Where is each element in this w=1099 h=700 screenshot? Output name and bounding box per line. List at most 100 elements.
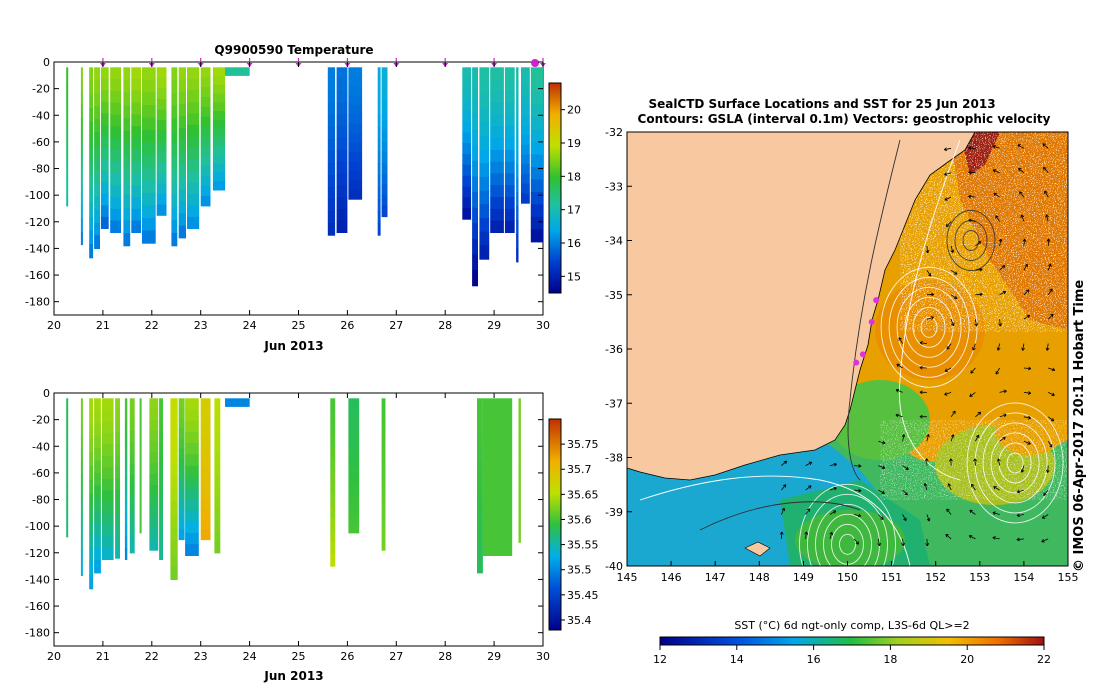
profile-segment: [214, 442, 221, 455]
velocity-vector: [975, 434, 980, 442]
x-tick-label: 23: [194, 650, 208, 663]
velocity-vector-head: [950, 434, 955, 438]
velocity-vector: [999, 238, 1002, 246]
profile-segment: [381, 78, 388, 90]
profile-segment: [66, 497, 69, 508]
velocity-vector-head: [979, 267, 983, 272]
velocity-vector: [950, 269, 958, 275]
x-tick-label: 29: [487, 319, 501, 332]
profile-segment: [66, 67, 69, 78]
profile-segment: [348, 417, 360, 428]
profile-segment: [178, 418, 185, 430]
profile-segment: [129, 530, 135, 543]
profile-segment: [66, 428, 69, 439]
profile-segment: [123, 131, 131, 145]
lon-tick-label: 151: [881, 571, 902, 584]
sst-colorbar-ticks: 12 14 16 18 20 22: [653, 645, 1051, 666]
profile-segment: [185, 398, 199, 411]
profile-segment: [66, 77, 69, 88]
profile-segment: [124, 444, 128, 457]
velocity-vector: [969, 392, 976, 397]
profile-segment: [66, 136, 69, 148]
profile-segment: [178, 398, 185, 409]
profile-segment: [66, 146, 69, 157]
profile-segment: [482, 465, 513, 478]
profile-segment: [504, 173, 515, 186]
velocity-vector-head: [881, 465, 886, 470]
profile-segment: [159, 547, 163, 560]
y-tick-label: -40: [32, 109, 50, 122]
temperature-colorbar-ticks: 15 16 17 18 19 20: [561, 104, 581, 283]
velocity-vector: [924, 483, 928, 491]
velocity-vector: [1023, 440, 1031, 445]
profile-segment: [149, 539, 159, 551]
profile-segment: [94, 119, 100, 133]
velocity-vector-head: [992, 169, 997, 173]
lon-tick-label: 155: [1058, 571, 1079, 584]
profile-segment: [336, 90, 348, 104]
profile-segment: [381, 99, 388, 111]
profile-segment: [348, 189, 363, 200]
profile-segment: [115, 398, 120, 411]
profile-segment: [348, 95, 363, 106]
profile-segment: [66, 437, 69, 449]
profile-segment: [479, 176, 490, 192]
profile-segment: [142, 130, 156, 144]
profile-segment: [129, 442, 135, 455]
profile-segment: [142, 155, 156, 169]
profile-segment: [200, 126, 211, 138]
profile-segment: [101, 524, 114, 537]
velocity-vector-head: [1024, 263, 1028, 268]
profile-segment: [381, 141, 388, 154]
profile-segment: [156, 120, 167, 132]
velocity-vector: [975, 293, 983, 296]
profile-segment: [156, 88, 167, 100]
profile-segment: [131, 67, 142, 80]
profile-segment: [462, 164, 472, 177]
profile-segment: [521, 144, 530, 156]
profile-segment: [200, 529, 211, 541]
profile-segment: [124, 409, 128, 422]
profile-segment: [327, 139, 336, 152]
profile-segment: [80, 206, 83, 220]
velocity-vector: [968, 219, 976, 222]
profile-segment: [348, 170, 363, 181]
profile-segment: [94, 410, 101, 424]
profile-segment: [178, 201, 186, 214]
profile-segment: [101, 398, 114, 411]
colorbar-tick-label: 35.5: [567, 564, 592, 577]
velocity-vector-head: [1003, 413, 1007, 418]
profile-segment: [94, 144, 100, 159]
profile-segment: [521, 106, 530, 117]
velocity-vector-head: [896, 363, 900, 368]
profile-segment: [142, 167, 156, 181]
velocity-vector: [878, 514, 884, 520]
profile-segment: [479, 218, 490, 233]
profile-segment: [521, 115, 530, 127]
profile-segment: [129, 398, 135, 410]
velocity-vector: [1042, 514, 1049, 519]
profile-segment: [381, 195, 388, 207]
profile-segment: [80, 486, 83, 501]
gsla-contour: [888, 276, 970, 378]
profile-segment: [212, 128, 226, 138]
profile-segment: [142, 117, 156, 131]
velocity-vector-head: [783, 460, 788, 465]
velocity-vector: [1022, 343, 1025, 351]
velocity-vector: [950, 319, 954, 326]
profile-segment: [200, 67, 211, 78]
profile-segment: [178, 225, 186, 239]
profile-segment: [66, 517, 69, 528]
profile-segment: [518, 460, 521, 471]
profile-segment: [504, 126, 515, 139]
profile-segment: [187, 124, 200, 137]
gsla-contour: [966, 402, 1064, 524]
profile-segment: [477, 435, 483, 449]
profile-segment: [66, 186, 69, 197]
profile-segment: [171, 105, 178, 119]
map-latitude-axis: -32 -33 -34 -35 -36 -37 -38 -39 -40: [605, 126, 632, 573]
profile-segment: [477, 510, 483, 524]
velocity-vector-head: [1003, 389, 1007, 394]
x-tick-label: 26: [340, 650, 354, 663]
profile-segment: [327, 223, 336, 236]
